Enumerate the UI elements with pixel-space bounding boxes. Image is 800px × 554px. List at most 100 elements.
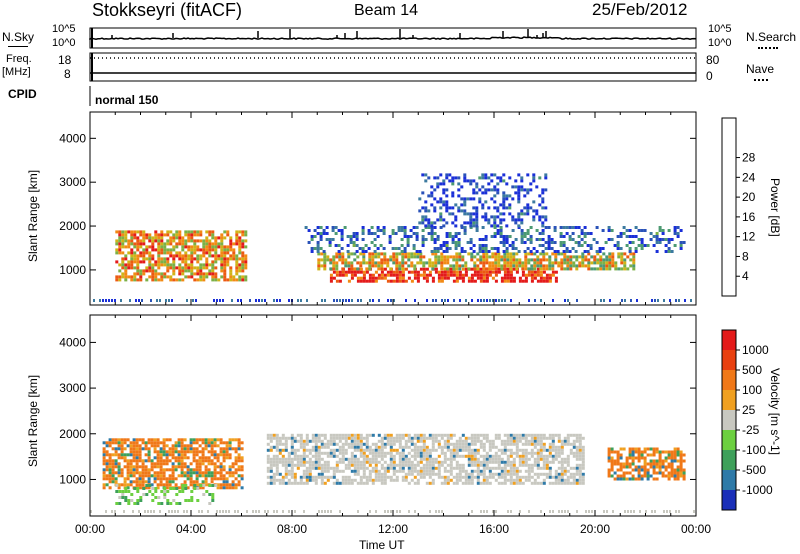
heatmap-cell <box>290 469 294 473</box>
heatmap-cell <box>316 247 320 250</box>
heatmap-cell <box>607 456 611 460</box>
heatmap-cell <box>378 299 380 302</box>
heatmap-cell <box>159 480 163 484</box>
heatmap-cell <box>241 251 245 255</box>
heatmap-cell <box>591 510 593 513</box>
heatmap-cell <box>157 239 161 243</box>
heatmap-cell <box>231 438 235 442</box>
heatmap-cell <box>469 226 473 229</box>
heatmap-cell <box>353 273 357 277</box>
heatmap-cell <box>539 273 543 277</box>
heatmap-cell <box>476 267 480 271</box>
heatmap-cell <box>211 233 215 237</box>
heatmap-cell <box>548 469 552 473</box>
heatmap-cell <box>439 197 443 201</box>
heatmap-cell <box>446 267 450 271</box>
heatmap-cell <box>589 244 593 247</box>
heatmap-cell <box>367 247 371 250</box>
heatmap-cell <box>365 439 369 443</box>
heatmap-cell <box>377 472 381 476</box>
heatmap-cell <box>269 439 273 443</box>
heatmap-cell <box>561 510 563 513</box>
heatmap-cell <box>445 235 449 238</box>
heatmap-cell <box>284 457 288 461</box>
heatmap-cell <box>563 255 567 259</box>
heatmap-cell <box>222 486 226 490</box>
heatmap-cell <box>163 245 167 249</box>
heatmap-cell <box>323 442 327 446</box>
heatmap-cell <box>562 244 566 247</box>
heatmap-cell <box>204 474 208 478</box>
heatmap-cell <box>533 442 537 446</box>
heatmap-cell <box>416 460 420 464</box>
heatmap-cell <box>216 456 220 460</box>
heatmap-cell <box>207 459 211 463</box>
nsearch-label: N.Search <box>746 30 797 44</box>
heatmap-cell <box>305 448 309 452</box>
heatmap-cell <box>172 499 176 502</box>
heatmap-cell <box>566 433 570 437</box>
heatmap-cell <box>144 453 148 457</box>
heatmap-cell <box>344 433 348 437</box>
heatmap-cell <box>640 465 644 469</box>
heatmap-cell <box>434 472 438 476</box>
heatmap-cell <box>198 474 202 478</box>
heatmap-cell <box>473 273 477 277</box>
heatmap-cell <box>235 254 239 258</box>
heatmap-cell <box>299 457 303 461</box>
heatmap-cell <box>563 472 567 476</box>
heatmap-cell <box>428 433 432 437</box>
heatmap-cell <box>530 439 534 443</box>
heatmap-cell <box>485 436 489 440</box>
heatmap-cell <box>552 299 554 302</box>
heatmap-cell <box>566 478 570 482</box>
heatmap-cell <box>628 250 632 253</box>
heatmap-cell <box>488 472 492 476</box>
heatmap-cell <box>517 200 521 204</box>
heatmap-cell <box>532 173 536 177</box>
heatmap-cell <box>427 209 431 213</box>
heatmap-cell <box>544 241 548 244</box>
heatmap-cell <box>649 474 653 478</box>
heatmap-cell <box>398 460 402 464</box>
heatmap-cell <box>320 258 324 262</box>
heatmap-cell <box>305 460 309 464</box>
heatmap-cell <box>374 472 378 476</box>
heatmap-cell <box>323 252 327 256</box>
heatmap-cell <box>244 254 248 258</box>
heatmap-cell <box>512 463 516 467</box>
heatmap-cell <box>166 499 170 502</box>
heatmap-cell <box>156 450 160 454</box>
heatmap-cell <box>625 456 629 460</box>
heatmap-cell <box>347 433 351 437</box>
heatmap-cell <box>195 483 199 487</box>
heatmap-cell <box>219 462 223 466</box>
heatmap-cell <box>139 242 143 246</box>
heatmap-cell <box>154 248 158 252</box>
heatmap-cell <box>664 459 668 463</box>
heatmap-cell <box>117 468 121 472</box>
heatmap-cell <box>406 241 410 244</box>
heatmap-cell <box>266 457 270 461</box>
heatmap-cell <box>293 451 297 455</box>
heatmap-cell <box>586 232 590 235</box>
heatmap-cell <box>395 279 399 283</box>
heatmap-cell <box>108 486 112 490</box>
heatmap-cell <box>355 250 359 253</box>
heatmap-cell <box>407 457 411 461</box>
heatmap-cell <box>425 454 429 458</box>
heatmap-cell <box>165 483 169 487</box>
heatmap-cell <box>634 235 638 238</box>
heatmap-cell <box>542 258 546 262</box>
heatmap-cell <box>133 260 137 264</box>
heatmap-cell <box>676 226 680 229</box>
heatmap-cell <box>524 264 528 268</box>
heatmap-cell <box>171 299 173 302</box>
heatmap-cell <box>479 439 483 443</box>
heatmap-cell <box>527 478 531 482</box>
heatmap-cell <box>115 484 119 487</box>
heatmap-cell <box>494 457 498 461</box>
heatmap-cell <box>554 261 558 265</box>
heatmap-cell <box>220 245 224 249</box>
heatmap-cell <box>494 466 498 470</box>
